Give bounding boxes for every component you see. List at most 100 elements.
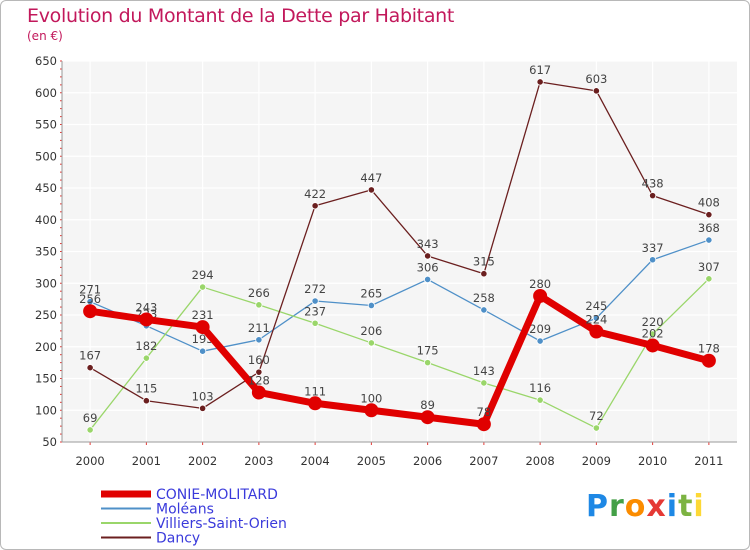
data-label: 115 [135, 382, 157, 396]
data-label: 280 [529, 277, 551, 291]
y-tick-label: 300 [35, 276, 57, 290]
x-tick-label: 2000 [75, 454, 104, 468]
data-label: 103 [192, 389, 214, 403]
x-tick-label: 2010 [638, 454, 667, 468]
data-label: 72 [589, 409, 604, 423]
data-label: 202 [642, 326, 664, 340]
data-point [251, 385, 266, 400]
logo-letter: P [586, 489, 609, 524]
data-label: 182 [135, 339, 157, 353]
data-point [649, 330, 657, 338]
data-point [480, 379, 488, 387]
data-label: 69 [83, 411, 98, 425]
proxiti-logo: Proxiti [586, 489, 705, 524]
data-label: 245 [585, 299, 607, 313]
data-point [705, 275, 713, 283]
data-label: 211 [248, 321, 270, 335]
y-tick-label: 200 [35, 340, 57, 354]
series-line-1 [89, 239, 710, 352]
data-label: 100 [360, 391, 382, 405]
series-line-3 [89, 81, 710, 409]
data-label: 160 [248, 353, 270, 367]
x-tick-label: 2004 [300, 454, 329, 468]
data-point [83, 304, 98, 319]
data-label: 175 [417, 344, 439, 358]
y-tick-label: 650 [35, 54, 57, 68]
legend-label: Villiers-Saint-Orien [156, 516, 287, 532]
data-label: 89 [420, 398, 435, 412]
data-point [480, 270, 488, 278]
data-label: 368 [698, 221, 720, 235]
data-point [480, 306, 488, 314]
y-tick-label: 50 [42, 435, 57, 449]
data-point [424, 359, 432, 367]
data-point [536, 337, 544, 345]
data-point [649, 192, 657, 200]
data-point [592, 314, 600, 322]
data-label: 231 [192, 308, 214, 322]
x-tick-label: 2011 [694, 454, 723, 468]
logo-letter: t [678, 489, 694, 524]
data-point [308, 396, 323, 411]
y-tick-label: 450 [35, 181, 57, 195]
data-label: 178 [698, 342, 720, 356]
y-tick-label: 100 [35, 403, 57, 417]
data-label: 220 [642, 315, 664, 329]
data-point [311, 202, 319, 210]
data-label: 111 [304, 384, 326, 398]
data-point [645, 338, 660, 353]
data-point [536, 78, 544, 86]
data-label: 343 [417, 237, 439, 251]
data-label: 337 [642, 241, 664, 255]
logo-letter: i [666, 489, 679, 524]
x-tick-label: 2001 [132, 454, 161, 468]
data-point [536, 396, 544, 404]
chart-title: Evolution du Montant de la Dette par Hab… [27, 5, 455, 27]
data-label: 206 [360, 324, 382, 338]
data-label: 408 [698, 196, 720, 210]
data-label: 315 [473, 255, 495, 269]
data-point [367, 339, 375, 347]
data-label: 447 [360, 171, 382, 185]
y-tick-label: 550 [35, 118, 57, 132]
data-label: 167 [79, 349, 101, 363]
data-point [199, 347, 207, 355]
x-tick-label: 2009 [582, 454, 611, 468]
data-point [705, 211, 713, 219]
data-label: 116 [529, 381, 551, 395]
data-point [142, 397, 150, 405]
chart-unit: (en €) [27, 29, 63, 43]
y-tick-label: 500 [35, 149, 57, 163]
data-label: 272 [304, 282, 326, 296]
data-point [199, 404, 207, 412]
x-tick-label: 2005 [357, 454, 386, 468]
logo-letter: o [624, 489, 647, 524]
data-point [255, 301, 263, 309]
data-point [255, 336, 263, 344]
data-point [86, 426, 94, 434]
data-point [701, 353, 716, 368]
legend-label: Dancy [156, 531, 200, 547]
x-tick-label: 2008 [525, 454, 554, 468]
data-point [195, 320, 210, 335]
logo-letter: i [693, 489, 705, 524]
data-point [311, 297, 319, 305]
data-point [255, 368, 263, 376]
y-tick-label: 250 [35, 308, 57, 322]
data-point [142, 354, 150, 362]
data-point [420, 410, 435, 425]
data-label: 256 [79, 292, 101, 306]
data-label: 617 [529, 63, 551, 77]
data-label: 143 [473, 364, 495, 378]
data-point [649, 256, 657, 264]
y-tick-label: 150 [35, 372, 57, 386]
data-label: 294 [192, 268, 214, 282]
data-point [364, 403, 379, 418]
data-label: 306 [417, 260, 439, 274]
data-point [533, 288, 548, 303]
data-label: 258 [473, 291, 495, 305]
x-tick-label: 2002 [188, 454, 217, 468]
data-label: 78 [477, 405, 492, 419]
